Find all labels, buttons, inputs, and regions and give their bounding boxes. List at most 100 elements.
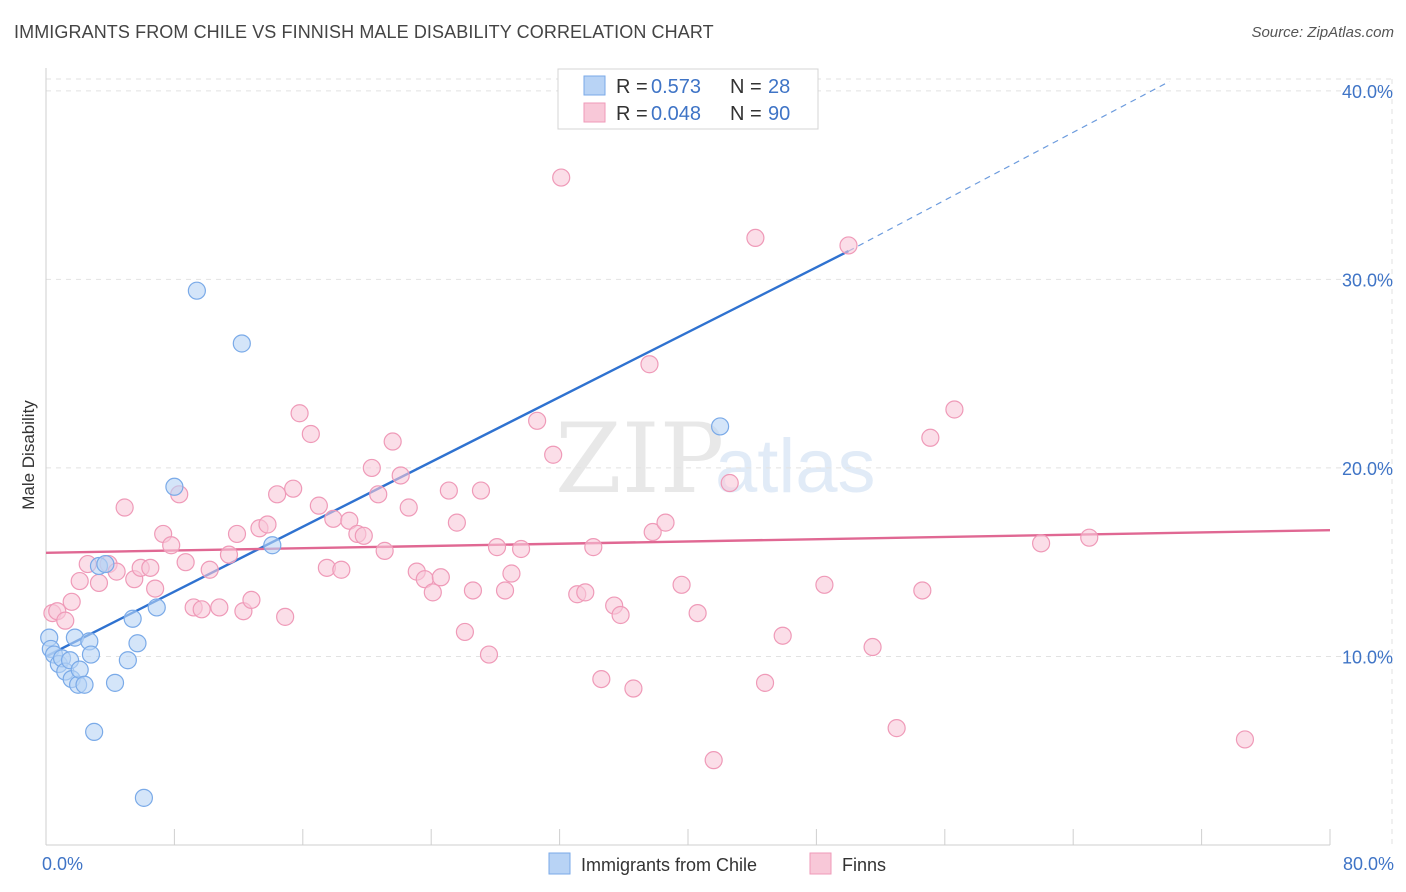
finns-point: [227, 524, 247, 544]
finns-point: [495, 581, 515, 600]
legend-swatch-finns: [583, 102, 606, 123]
finns-point: [720, 473, 739, 493]
finns-point: [945, 400, 964, 419]
finns-point: [176, 553, 195, 572]
finns-point: [268, 485, 287, 504]
x-tick-label: 80.0%: [1343, 854, 1394, 874]
finns-point: [301, 424, 320, 444]
legend-n-value-2: 90: [768, 103, 790, 125]
finns-point: [210, 598, 229, 617]
x-tick-label: 0.0%: [42, 854, 83, 874]
legend-swatch-chile: [583, 75, 606, 96]
finns-point: [544, 445, 563, 464]
legend-r-label-2: R =: [616, 103, 648, 125]
finns-point: [354, 526, 373, 545]
finns-point: [324, 509, 343, 528]
finns-point: [89, 573, 109, 593]
finns-point: [592, 669, 611, 689]
finns-point: [431, 568, 450, 587]
chile-point: [165, 477, 184, 496]
finns-point: [439, 481, 458, 500]
finns-point: [200, 560, 219, 579]
chile-point: [70, 660, 89, 679]
finns-point: [1080, 528, 1099, 547]
finns-point: [375, 541, 394, 560]
source-label: Source: ZipAtlas.com: [1251, 24, 1394, 41]
finns-point: [192, 600, 211, 619]
chile-point: [118, 651, 137, 670]
finns-point: [471, 481, 491, 500]
y-axis-label: Male Disability: [19, 400, 38, 510]
chile-point: [134, 788, 154, 807]
chile-point: [81, 645, 101, 664]
chile-point: [96, 554, 115, 574]
finns-point: [399, 498, 418, 517]
finns-point: [643, 522, 662, 542]
chile-point: [232, 334, 251, 353]
trend-lines: [45, 80, 1331, 658]
finns-point: [576, 583, 595, 602]
finns-point: [584, 538, 603, 557]
finns-point: [340, 511, 359, 530]
finns-point: [624, 679, 643, 698]
chile-point: [263, 536, 282, 555]
finns-point: [773, 626, 792, 645]
correlation-legend: R = 0.573 N = 28 R = 0.048 N = 90: [557, 68, 819, 130]
finns-point: [276, 607, 295, 626]
finns-point: [242, 590, 261, 610]
chile-point: [710, 417, 730, 436]
finns-point: [62, 592, 81, 611]
finns-point: [162, 536, 181, 555]
finns-trend-line: [45, 528, 1331, 554]
finns-point: [56, 611, 75, 630]
legend-n-value-1: 28: [768, 76, 790, 98]
chile-point: [75, 675, 94, 694]
finns-point: [219, 545, 239, 564]
finns-point: [447, 513, 466, 532]
finns-point: [1031, 534, 1051, 553]
finns-point: [755, 673, 775, 692]
finns-point: [863, 637, 882, 657]
finns-point: [704, 751, 723, 770]
bottom-legend-swatch-chile: [548, 852, 571, 875]
finns-point: [309, 496, 328, 515]
finns-point: [362, 458, 381, 478]
chile-point: [187, 281, 206, 300]
chile-trend-extension: [848, 80, 1170, 252]
finns-point: [391, 466, 410, 485]
finns-point: [511, 539, 531, 559]
finns-point: [746, 228, 765, 248]
finns-point: [552, 168, 571, 187]
finns-point: [487, 538, 507, 557]
finns-point: [672, 575, 691, 594]
finns-point: [141, 558, 160, 577]
finns-point: [815, 575, 834, 594]
finns-point: [528, 411, 547, 430]
finns-point: [284, 479, 303, 498]
finns-point: [290, 404, 309, 423]
bottom-legend-finns: Finns: [842, 855, 886, 875]
bottom-legend-swatch-finns: [809, 852, 832, 875]
finns-point: [640, 355, 659, 374]
watermark-zip: ZIP: [555, 403, 724, 515]
finns-point: [455, 622, 475, 642]
legend-n-label-2: N =: [730, 103, 762, 125]
finns-point: [688, 603, 707, 623]
finns-point: [921, 428, 940, 447]
finns-point: [423, 583, 442, 602]
chile-point: [147, 598, 166, 617]
finns-point: [502, 564, 521, 583]
finns-point: [115, 498, 134, 517]
legend-r-value-1: 0.573: [651, 76, 701, 98]
finns-point: [1235, 730, 1255, 749]
finns-point: [887, 719, 906, 738]
axes: 10.0% 20.0% 30.0% 40.0% 0.0% 80.0%: [42, 68, 1394, 874]
finns-point: [656, 513, 675, 532]
finns-point: [70, 571, 89, 591]
y-tick-label: 30.0%: [1342, 270, 1393, 290]
bottom-legend-chile: Immigrants from Chile: [581, 855, 757, 875]
finns-point: [611, 605, 630, 625]
legend-r-label-1: R =: [616, 76, 648, 98]
watermark: ZIP atlas: [555, 403, 876, 515]
